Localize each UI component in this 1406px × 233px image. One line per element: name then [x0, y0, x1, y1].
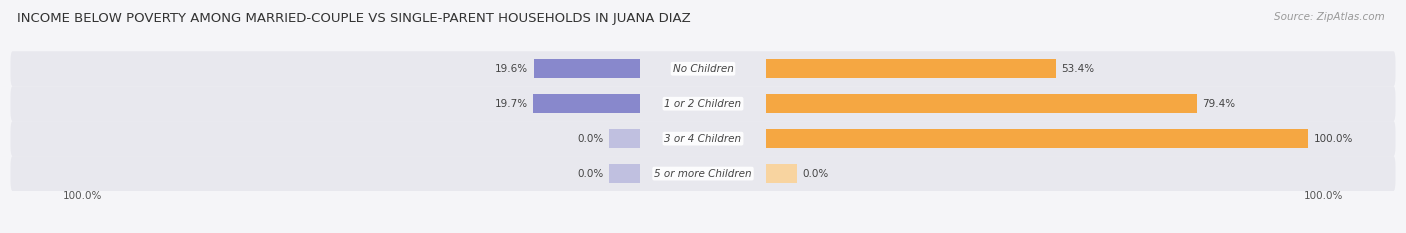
Bar — [766, 94, 1197, 113]
Text: 79.4%: 79.4% — [1202, 99, 1236, 109]
Text: 0.0%: 0.0% — [803, 169, 828, 178]
Bar — [766, 129, 1309, 148]
Bar — [609, 164, 640, 183]
Bar — [609, 129, 640, 148]
Text: 0.0%: 0.0% — [578, 169, 603, 178]
FancyBboxPatch shape — [10, 121, 1396, 156]
FancyBboxPatch shape — [10, 86, 1396, 121]
Text: 1 or 2 Children: 1 or 2 Children — [665, 99, 741, 109]
Text: No Children: No Children — [672, 64, 734, 74]
Text: 0.0%: 0.0% — [578, 134, 603, 144]
Text: 5 or more Children: 5 or more Children — [654, 169, 752, 178]
Text: 3 or 4 Children: 3 or 4 Children — [665, 134, 741, 144]
Text: Source: ZipAtlas.com: Source: ZipAtlas.com — [1274, 12, 1385, 22]
Bar — [766, 164, 797, 183]
Text: 100.0%: 100.0% — [1315, 134, 1354, 144]
Text: 100.0%: 100.0% — [63, 191, 103, 201]
Text: 100.0%: 100.0% — [1303, 191, 1343, 201]
Text: 19.7%: 19.7% — [495, 99, 527, 109]
Text: 53.4%: 53.4% — [1062, 64, 1094, 74]
Bar — [534, 59, 640, 78]
Bar — [533, 94, 640, 113]
FancyBboxPatch shape — [10, 51, 1396, 86]
Text: 19.6%: 19.6% — [495, 64, 529, 74]
Bar — [766, 59, 1056, 78]
Text: INCOME BELOW POVERTY AMONG MARRIED-COUPLE VS SINGLE-PARENT HOUSEHOLDS IN JUANA D: INCOME BELOW POVERTY AMONG MARRIED-COUPL… — [17, 12, 690, 25]
FancyBboxPatch shape — [10, 156, 1396, 191]
